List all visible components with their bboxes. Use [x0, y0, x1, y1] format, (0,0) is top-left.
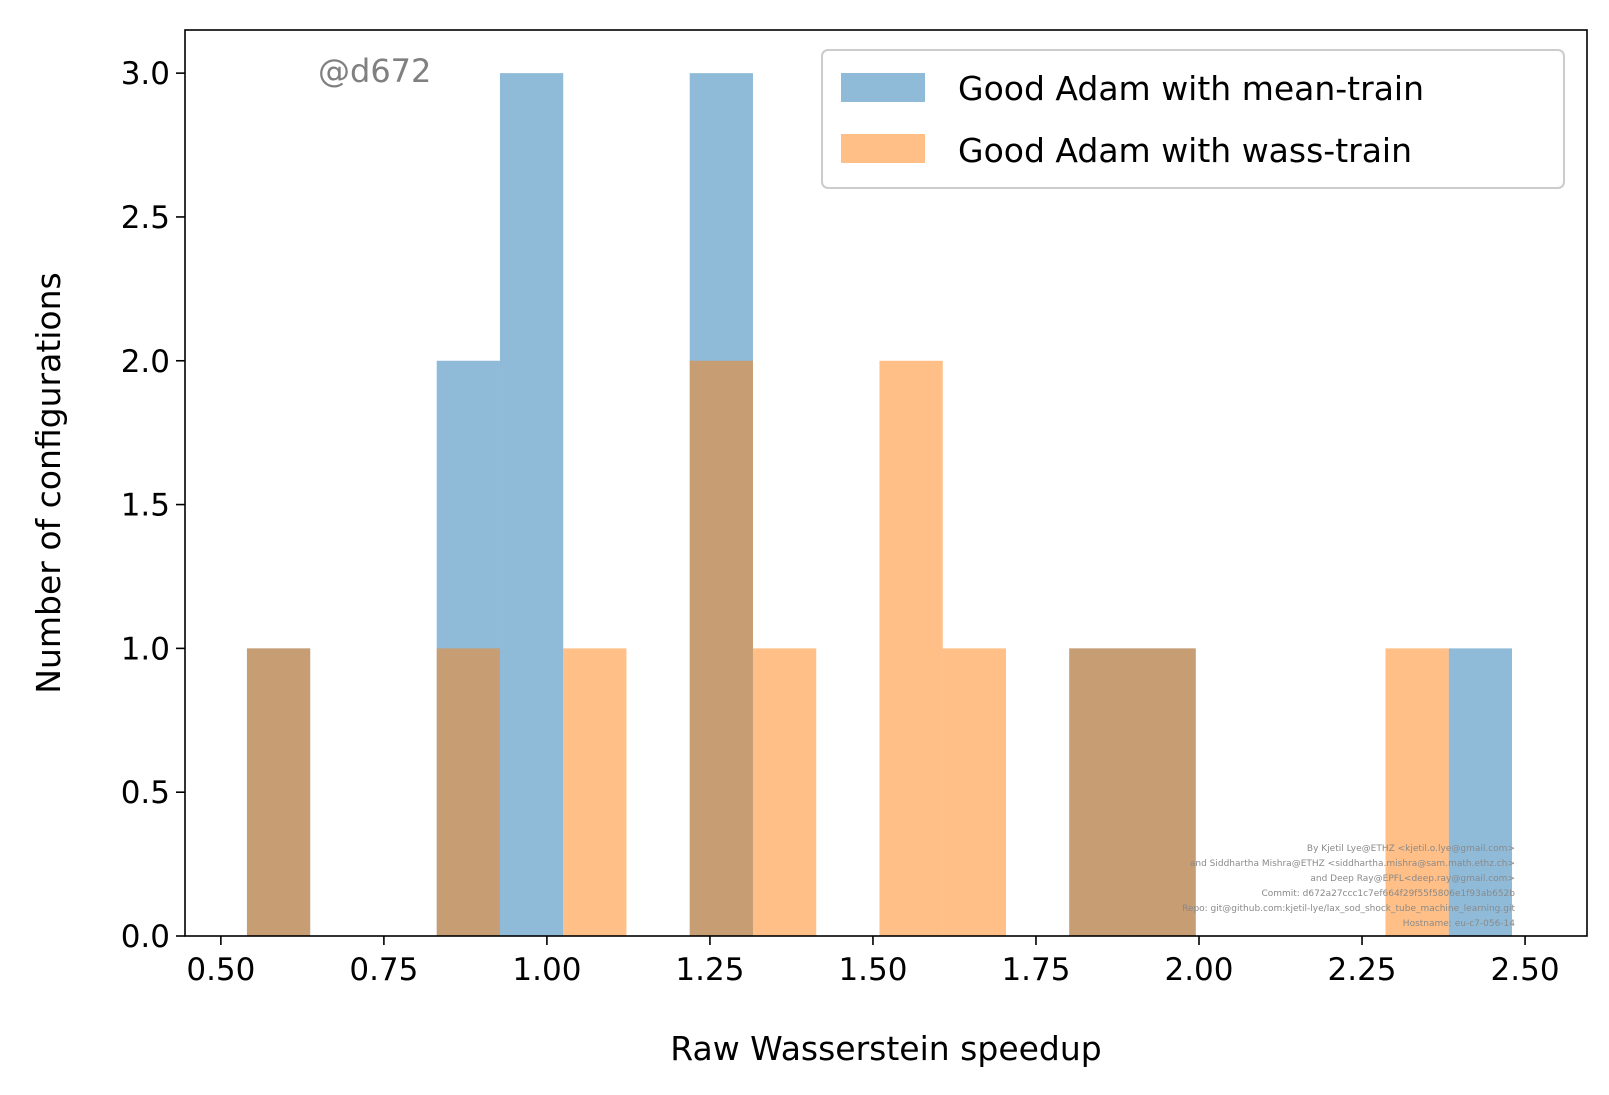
- credit-line-1: By Kjetil Lye@ETHZ <kjetil.o.lye@gmail.c…: [1307, 844, 1515, 854]
- x-tick-label-0: 0.50: [186, 952, 255, 988]
- histogram-bar-series-1-bin-2: [563, 648, 627, 936]
- credit-line-6: Hostname: eu-c7-056-14: [1403, 919, 1515, 929]
- legend-label-mean-train: Good Adam with mean-train: [958, 69, 1424, 108]
- y-axis-title: Number of configurations: [29, 272, 68, 693]
- histogram-bar-series-1-bin-1: [436, 648, 500, 936]
- y-tick-label-1: 0.5: [121, 775, 170, 811]
- axes-frame: [184, 29, 1588, 937]
- x-tick-label-8: 2.50: [1491, 952, 1560, 988]
- credit-line-4: Commit: d672a27ccc1c7ef664f29f55f5806e1f…: [1261, 889, 1515, 899]
- histogram-bar-series-1-bin-0: [246, 648, 311, 936]
- credit-line-3: and Deep Ray@EPFL<deep.ray@gmail.com>: [1310, 874, 1515, 884]
- y-tick-label-5: 2.5: [121, 200, 170, 236]
- histogram-bar-series-1-bin-7: [1069, 648, 1133, 936]
- legend-swatch-mean-train: [841, 73, 925, 102]
- x-axis-title: Raw Wasserstein speedup: [670, 1029, 1101, 1068]
- credits-block: By Kjetil Lye@ETHZ <kjetil.o.lye@gmail.c…: [1182, 844, 1515, 929]
- histogram-bar-series-0-bin-2: [499, 73, 564, 936]
- x-tick-label-3: 1.25: [675, 952, 744, 988]
- histogram-bar-series-1-bin-3: [689, 360, 753, 936]
- x-tick-label-2: 1.00: [512, 952, 581, 988]
- histogram-bar-series-1-bin-8: [1132, 648, 1196, 936]
- x-tick-label-7: 2.25: [1328, 952, 1397, 988]
- x-tick-label-6: 2.00: [1164, 952, 1233, 988]
- histogram-bar-series-1-bin-4: [752, 648, 817, 936]
- x-tick-label-1: 0.75: [349, 952, 418, 988]
- histogram-bar-series-1-bin-9: [1385, 648, 1449, 936]
- y-tick-label-3: 1.5: [121, 488, 170, 524]
- x-tick-label-5: 1.75: [1001, 952, 1070, 988]
- bars-layer: [246, 73, 1513, 936]
- legend-box: [821, 49, 1565, 189]
- y-axis-ticks: 0.0 0.5 1.0 1.5 2.0 2.5 3.0: [121, 56, 185, 955]
- legend: Good Adam with mean-train Good Adam with…: [821, 49, 1565, 189]
- x-tick-label-4: 1.50: [838, 952, 907, 988]
- histogram-bar-series-1-bin-6: [942, 648, 1006, 936]
- histogram-bar-series-1-bin-5: [879, 360, 943, 936]
- y-tick-label-2: 1.0: [121, 631, 170, 667]
- legend-label-wass-train: Good Adam with wass-train: [958, 131, 1412, 170]
- y-tick-label-0: 0.0: [121, 919, 170, 955]
- credit-line-5: Repo: git@github.com:kjetil-lye/lax_sod_…: [1182, 904, 1515, 914]
- histogram-bar-series-0-bin-6: [1448, 648, 1513, 936]
- x-axis-ticks: 0.50 0.75 1.00 1.25 1.50 1.75 2.00 2.25 2.50: [186, 936, 1560, 988]
- watermark-label: @d672: [318, 52, 431, 90]
- y-tick-label-4: 2.0: [121, 344, 170, 380]
- y-tick-label-6: 3.0: [121, 56, 170, 92]
- credit-line-2: and Siddhartha Mishra@ETHZ <siddhartha.m…: [1190, 859, 1515, 869]
- legend-swatch-wass-train: [841, 134, 925, 163]
